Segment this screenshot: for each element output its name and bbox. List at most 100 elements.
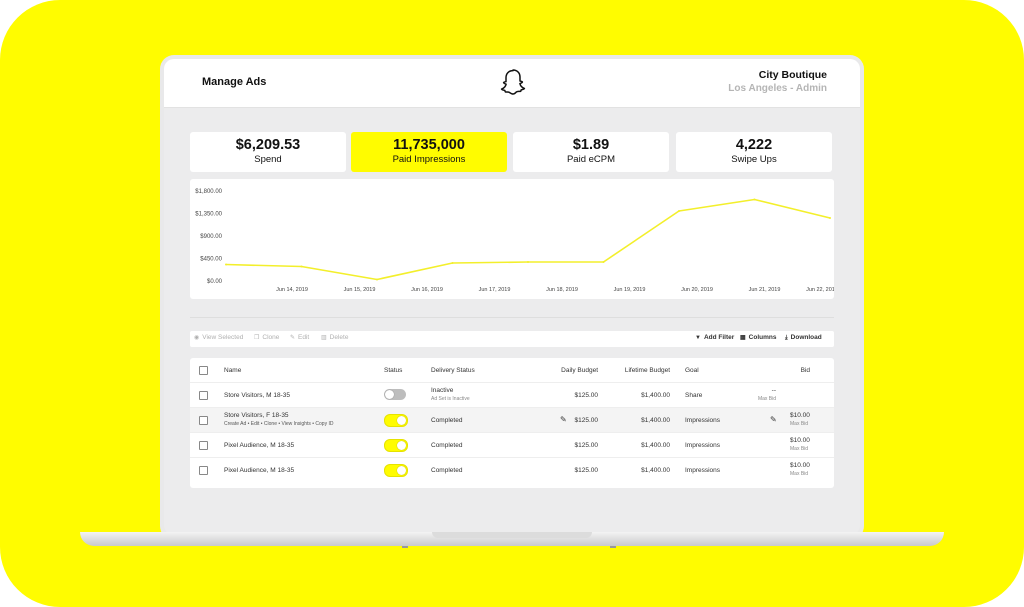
view-selected-label: View Selected xyxy=(202,334,244,341)
table-toolbar: ◉ View Selected ❐ Clone ✎ Edit ▥ Delete ▼ Add… xyxy=(190,331,834,347)
row-name[interactable]: Pixel Audience, M 18-35 xyxy=(224,467,295,474)
x-tick-label: Jun 22, 2019 xyxy=(806,287,834,293)
data-point[interactable] xyxy=(527,261,529,263)
laptop-notch xyxy=(432,532,592,538)
col-goal[interactable]: Goal xyxy=(685,367,699,374)
clone-label: Clone xyxy=(262,334,280,341)
row-checkbox[interactable] xyxy=(199,416,208,425)
bid-value: $10.00 xyxy=(790,437,810,444)
table-row[interactable]: Pixel Audience, M 18-35 Completed $125.0… xyxy=(190,458,834,482)
app-screen: Manage Ads City Boutique Los Angeles - A… xyxy=(164,59,860,535)
data-point[interactable] xyxy=(753,198,756,201)
bid-value: -- xyxy=(771,387,776,394)
bid: $10.00 Max Bid xyxy=(790,462,810,477)
data-point[interactable] xyxy=(376,278,378,281)
row-name-cell: Store Visitors, F 18-35 Create Ad • Edit… xyxy=(224,412,333,427)
stat-value: $1.89 xyxy=(572,137,610,153)
clone-button[interactable]: ❐ Clone xyxy=(254,334,279,341)
edit-bid-pencil-icon[interactable]: ✎ xyxy=(770,415,777,424)
x-tick-label: Jun 21, 2019 xyxy=(749,287,781,293)
laptop-port xyxy=(610,546,616,548)
bid-subtext: Max Bid xyxy=(757,396,776,402)
select-all-checkbox[interactable] xyxy=(199,366,208,375)
stats-row: $6,209.53 Spend 11,735,000 Paid Impressi… xyxy=(190,132,834,172)
status-toggle[interactable] xyxy=(384,389,406,400)
lifetime-budget: $1,400.00 xyxy=(641,467,670,474)
bid-value: $10.00 xyxy=(790,462,810,469)
y-tick-label: $1,350.00 xyxy=(195,212,222,218)
goal: Impressions xyxy=(685,442,721,449)
table-row[interactable]: Store Visitors, F 18-35 Create Ad • Edit… xyxy=(190,408,834,433)
add-filter-button[interactable]: ▼ Add Filter xyxy=(695,334,734,341)
trash-icon: ▥ xyxy=(321,335,327,341)
x-tick-label: Jun 17, 2019 xyxy=(479,287,511,293)
view-selected-button[interactable]: ◉ View Selected xyxy=(194,334,243,341)
delivery-status: Inactive Ad Set is Inactive xyxy=(431,387,470,402)
download-button[interactable]: ⤓ Download xyxy=(785,334,822,342)
daily-budget: $125.00 xyxy=(574,392,599,399)
snapchat-ghost-icon[interactable] xyxy=(498,67,528,97)
top-bar: Manage Ads City Boutique Los Angeles - A… xyxy=(164,59,860,108)
row-checkbox[interactable] xyxy=(199,441,208,450)
data-point[interactable] xyxy=(451,262,454,264)
col-status[interactable]: Status xyxy=(384,367,403,374)
stat-value: 4,222 xyxy=(735,137,773,153)
y-tick-label: $1,800.00 xyxy=(195,189,222,195)
columns-button[interactable]: ▦ Columns xyxy=(740,334,776,341)
stat-label: Spend xyxy=(254,154,282,165)
status-toggle[interactable] xyxy=(384,414,408,427)
row-actions[interactable]: Create Ad • Edit • Clone • View Insights… xyxy=(224,421,334,427)
account-role: Los Angeles - Admin xyxy=(728,83,827,94)
download-label: Download xyxy=(790,334,822,341)
goal: Impressions xyxy=(685,417,721,424)
x-tick-label: Jun 20, 2019 xyxy=(681,287,713,293)
row-checkbox[interactable] xyxy=(199,466,208,475)
table-row[interactable]: Pixel Audience, M 18-35 Completed $125.0… xyxy=(190,433,834,458)
edit-daily-budget-pencil-icon[interactable]: ✎ xyxy=(560,415,567,424)
row-name[interactable]: Pixel Audience, M 18-35 xyxy=(224,442,295,449)
laptop-base xyxy=(80,532,944,546)
y-tick-label: $900.00 xyxy=(200,234,222,240)
delete-button[interactable]: ▥ Delete xyxy=(321,334,348,341)
daily-budget: $125.00 xyxy=(574,442,599,449)
stat-card-swipe-ups[interactable]: 4,222 Swipe Ups xyxy=(676,132,832,172)
stat-card-paid-impressions[interactable]: 11,735,000 Paid Impressions xyxy=(351,132,507,172)
y-tick-label: $450.00 xyxy=(200,257,222,263)
col-name[interactable]: Name xyxy=(224,367,242,374)
col-daily-budget[interactable]: Daily Budget xyxy=(561,367,598,374)
status-toggle[interactable] xyxy=(384,439,408,452)
row-name[interactable]: Store Visitors, F 18-35 xyxy=(224,412,289,419)
laptop-port xyxy=(402,546,408,548)
row-checkbox[interactable] xyxy=(199,391,208,400)
edit-button[interactable]: ✎ Edit xyxy=(290,334,309,341)
stat-label: Paid Impressions xyxy=(392,154,466,165)
toggle-knob xyxy=(385,390,394,399)
copy-icon: ❐ xyxy=(254,335,260,341)
data-point[interactable] xyxy=(300,265,303,268)
stat-card-paid-ecpm[interactable]: $1.89 Paid eCPM xyxy=(513,132,669,172)
data-point[interactable] xyxy=(678,210,680,212)
data-point[interactable] xyxy=(602,261,605,263)
col-bid[interactable]: Bid xyxy=(800,367,810,374)
stat-card-spend[interactable]: $6,209.53 Spend xyxy=(190,132,346,172)
stat-value: 11,735,000 xyxy=(393,137,465,153)
row-name[interactable]: Store Visitors, M 18-35 xyxy=(224,392,290,399)
filter-icon: ▼ xyxy=(695,335,701,341)
columns-label: Columns xyxy=(748,334,777,341)
edit-label: Edit xyxy=(298,334,310,341)
x-tick-label: Jun 18, 2019 xyxy=(546,287,578,293)
data-point[interactable] xyxy=(829,217,831,219)
col-lifetime-budget[interactable]: Lifetime Budget xyxy=(624,367,670,374)
status-toggle[interactable] xyxy=(384,464,408,477)
lifetime-budget: $1,400.00 xyxy=(641,442,670,449)
delete-label: Delete xyxy=(329,334,349,341)
bid-subtext: Max Bid xyxy=(790,421,809,427)
data-point[interactable] xyxy=(225,263,227,266)
col-delivery-status[interactable]: Delivery Status xyxy=(431,367,475,374)
account-info[interactable]: City Boutique Los Angeles - Admin xyxy=(728,69,827,94)
bid: $10.00 Max Bid xyxy=(790,437,810,452)
bid-value: $10.00 xyxy=(790,412,810,419)
lifetime-budget: $1,400.00 xyxy=(641,392,670,399)
table-row[interactable]: Store Visitors, M 18-35 Inactive Ad Set … xyxy=(190,383,834,408)
columns-icon: ▦ xyxy=(740,335,746,341)
